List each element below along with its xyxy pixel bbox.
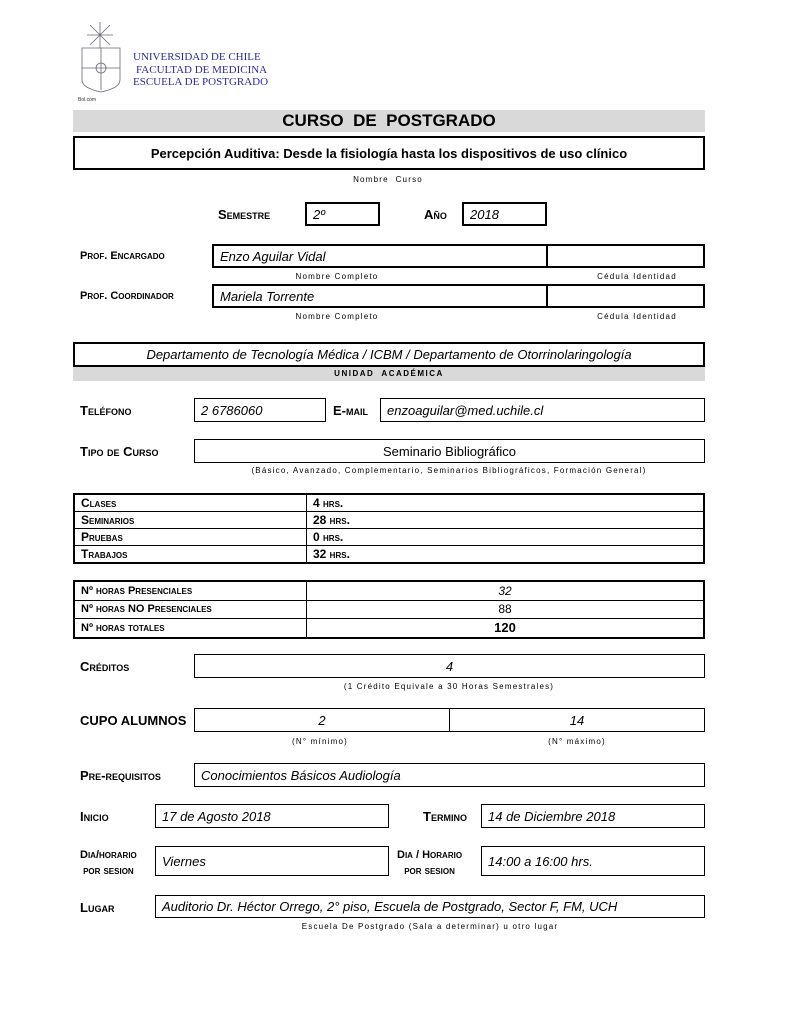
hours-value: 28 hrs. (306, 511, 705, 529)
totals-table: Nº horas Presenciales 32 Nº horas NO Pres… (73, 580, 705, 639)
termino-label: Termino (423, 809, 467, 824)
horario-label: Dia / Horario por sesion (397, 847, 462, 879)
faculty-name: FACULTAD DE MEDICINA (136, 64, 268, 76)
hours-value: 32 hrs. (306, 545, 705, 564)
hours-label: Trabajos (73, 545, 307, 564)
totals-label: Nº horas NO Presenciales (73, 599, 307, 619)
totals-value: 88 (306, 599, 705, 619)
dia-field[interactable]: Viernes (155, 846, 389, 876)
name-caption: Nombre Completo (295, 272, 379, 281)
page-title: CURSO DE POSTGRADO (73, 110, 705, 132)
course-type-caption: (Básico, Avanzado, Complementario, Semin… (251, 466, 647, 475)
horario-label-line1: Dia / Horario (397, 849, 463, 861)
dia-label-line1: Dia/horario (80, 849, 137, 861)
table-row: Trabajos 32 hrs. (73, 545, 705, 564)
prereq-field[interactable]: Conocimientos Básicos Audiología (194, 763, 705, 787)
semester-field[interactable]: 2º (305, 202, 380, 226)
dia-label-line2: por sesion (83, 865, 134, 877)
email-label: E-mail (333, 403, 368, 418)
cupo-max-field[interactable]: 14 (449, 708, 705, 732)
totals-label: Nº horas Presenciales (73, 580, 307, 601)
lugar-caption: Escuela De Postgrado (Sala a determinar)… (301, 922, 559, 931)
email-field[interactable]: enzoaguilar@med.uchile.cl (380, 398, 705, 422)
totals-value: 120 (306, 618, 705, 638)
totals-label: Nº horas totales (73, 618, 307, 638)
year-field[interactable]: 2018 (462, 202, 547, 226)
school-name: ESCUELA DE POSTGRADO (133, 76, 269, 88)
academic-unit-label: UNIDAD ACADÉMICA (73, 367, 705, 381)
termino-field[interactable]: 14 de Diciembre 2018 (481, 804, 705, 828)
table-row: Nº horas Presenciales 32 (73, 580, 705, 601)
course-type-label: Tipo de Curso (80, 444, 159, 459)
prof-encargado-id-field[interactable] (546, 244, 705, 268)
name-caption: Nombre Completo (295, 312, 379, 321)
hours-table: Clases 4 hrs. Seminarios 28 hrs. Pruebas 0 … (73, 493, 705, 564)
hours-label: Clases (73, 493, 307, 512)
inicio-label: Inicio (80, 809, 109, 824)
inicio-field[interactable]: 17 de Agosto 2018 (155, 804, 389, 828)
table-row: Seminarios 28 hrs. (73, 511, 705, 529)
cupo-min-field[interactable]: 2 (194, 708, 450, 732)
semester-label: Semestre (218, 207, 271, 222)
table-row: Nº horas totales 120 (73, 618, 705, 638)
hours-label: Seminarios (73, 511, 307, 529)
lugar-label: Lugar (80, 900, 115, 915)
cupo-max-caption: (N° máximo) (548, 737, 606, 746)
phone-field[interactable]: 2 6786060 (194, 398, 326, 422)
svg-text:Bol.com: Bol.com (78, 97, 96, 102)
credits-field[interactable]: 4 (194, 654, 705, 678)
university-name: UNIVERSIDAD DE CHILE (133, 51, 261, 63)
course-name-field[interactable]: Percepción Auditiva: Desde la fisiología… (73, 136, 705, 170)
phone-label: Teléfono (80, 403, 132, 418)
course-type-field[interactable]: Seminario Bibliográfico (194, 439, 705, 463)
lugar-field[interactable]: Auditorio Dr. Héctor Orrego, 2° piso, Es… (155, 895, 705, 918)
id-caption: Cédula Identidad (597, 312, 677, 321)
hours-value: 4 hrs. (306, 493, 705, 512)
horario-label-line2: por sesion (404, 865, 455, 877)
cupo-min-caption: (N° mínimo) (292, 737, 348, 746)
credits-label: Créditos (80, 659, 130, 674)
course-name-caption: Nombre Curso (353, 175, 423, 184)
hours-label: Pruebas (73, 528, 307, 546)
table-row: Pruebas 0 hrs. (73, 528, 705, 546)
credits-caption: (1 Crédito Equivale a 30 Horas Semestral… (343, 682, 555, 691)
table-row: Nº horas NO Presenciales 88 (73, 599, 705, 619)
table-row: Clases 4 hrs. (73, 493, 705, 512)
prof-coordinador-id-field[interactable] (546, 284, 705, 308)
id-caption: Cédula Identidad (597, 272, 677, 281)
prof-encargado-name-field[interactable]: Enzo Aguilar Vidal (212, 244, 548, 268)
university-seal-logo: Bol.com (78, 22, 121, 102)
horario-field[interactable]: 14:00 a 16:00 hrs. (481, 846, 705, 876)
academic-unit-field[interactable]: Departamento de Tecnología Médica / ICBM… (73, 342, 705, 367)
prof-coordinador-name-field[interactable]: Mariela Torrente (212, 284, 548, 308)
dia-label: Dia/horario por sesion (80, 847, 137, 879)
cupo-label: CUPO ALUMNOS (80, 713, 187, 728)
prereq-label: Pre-requisitos (80, 768, 161, 783)
prof-coordinador-label: Prof. Coordinador (80, 290, 174, 302)
prof-encargado-label: Prof. Encargado (80, 250, 165, 262)
year-label: Año (424, 207, 447, 222)
hours-value: 0 hrs. (306, 528, 705, 546)
totals-value: 32 (306, 580, 705, 601)
